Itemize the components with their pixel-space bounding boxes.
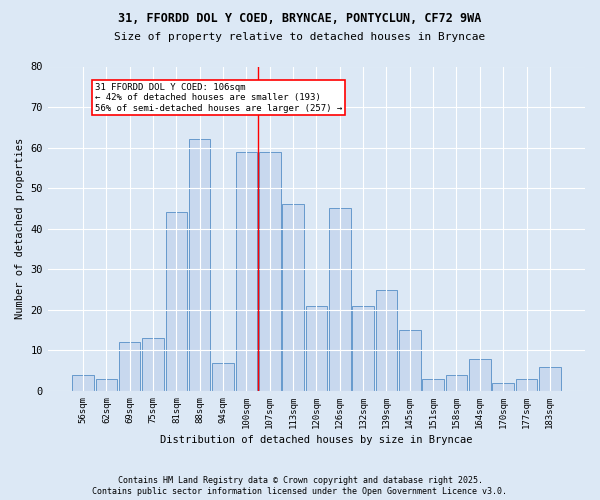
- Bar: [306, 306, 327, 391]
- Bar: [422, 379, 444, 391]
- Bar: [352, 306, 374, 391]
- Bar: [259, 152, 281, 391]
- Bar: [539, 366, 560, 391]
- Bar: [399, 330, 421, 391]
- Bar: [119, 342, 140, 391]
- Text: Size of property relative to detached houses in Bryncae: Size of property relative to detached ho…: [115, 32, 485, 42]
- Text: Contains HM Land Registry data © Crown copyright and database right 2025.: Contains HM Land Registry data © Crown c…: [118, 476, 482, 485]
- Y-axis label: Number of detached properties: Number of detached properties: [15, 138, 25, 320]
- Bar: [516, 379, 537, 391]
- Bar: [493, 383, 514, 391]
- Bar: [329, 208, 350, 391]
- Bar: [469, 358, 491, 391]
- Bar: [212, 362, 234, 391]
- Bar: [142, 338, 164, 391]
- Bar: [446, 374, 467, 391]
- Text: 31 FFORDD DOL Y COED: 106sqm
← 42% of detached houses are smaller (193)
56% of s: 31 FFORDD DOL Y COED: 106sqm ← 42% of de…: [95, 82, 342, 112]
- Bar: [283, 204, 304, 391]
- X-axis label: Distribution of detached houses by size in Bryncae: Distribution of detached houses by size …: [160, 435, 473, 445]
- Bar: [166, 212, 187, 391]
- Bar: [236, 152, 257, 391]
- Text: Contains public sector information licensed under the Open Government Licence v3: Contains public sector information licen…: [92, 488, 508, 496]
- Bar: [376, 290, 397, 391]
- Bar: [189, 140, 211, 391]
- Text: 31, FFORDD DOL Y COED, BRYNCAE, PONTYCLUN, CF72 9WA: 31, FFORDD DOL Y COED, BRYNCAE, PONTYCLU…: [118, 12, 482, 26]
- Bar: [73, 374, 94, 391]
- Bar: [95, 379, 117, 391]
